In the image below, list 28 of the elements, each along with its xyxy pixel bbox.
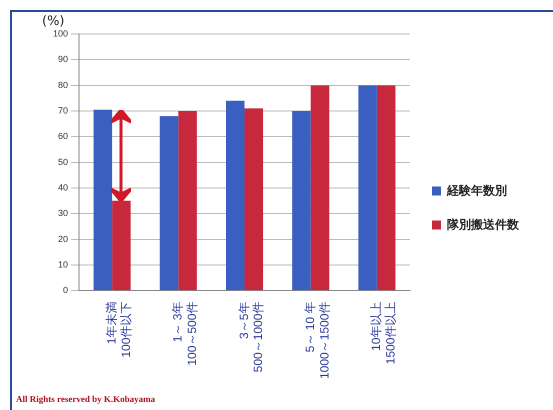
bar: [292, 110, 311, 290]
x-tick-label: 5～ 10 年 1000～1500件: [303, 302, 332, 379]
y-tick-label: 0: [63, 285, 68, 296]
y-tick-label: 90: [58, 54, 68, 64]
bar: [178, 110, 197, 290]
bar: [376, 85, 396, 290]
y-tick-label: 30: [58, 208, 68, 218]
x-tick-label: 3～5年 500～1000件: [236, 302, 266, 372]
text: All Rights reserved by K.Kobayama: [16, 394, 156, 404]
y-tick-label: 80: [58, 80, 68, 90]
y-tick-label: 60: [58, 131, 68, 142]
y-tick-label: 10: [58, 259, 68, 270]
x-tick-label: 1～ 3年 100～500件: [170, 302, 200, 366]
bar: [310, 85, 330, 290]
bar: [226, 100, 245, 290]
y-tick-label: 100: [52, 28, 68, 38]
bar: [358, 85, 377, 290]
legend-label: 経験年数別: [446, 183, 507, 198]
x-tick-label: 1年未満 100件以下: [104, 302, 133, 358]
y-tick-label: 70: [58, 105, 68, 116]
x-tick-label: 10年以上 1500件以上: [369, 302, 398, 364]
y-tick-label: 50: [58, 156, 68, 167]
bar: [160, 116, 178, 290]
y-tick-label: 40: [58, 182, 68, 192]
legend-label: 隊別搬送件数: [447, 217, 520, 232]
y-axis-title: (%): [42, 14, 64, 29]
y-tick-label: 20: [58, 234, 68, 244]
bar: [244, 108, 264, 290]
